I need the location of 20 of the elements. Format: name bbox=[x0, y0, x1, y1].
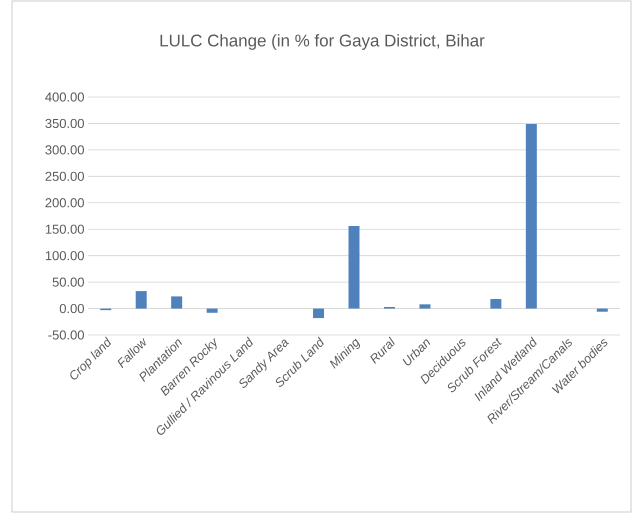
bar bbox=[171, 296, 182, 309]
bar bbox=[596, 308, 608, 312]
bar bbox=[136, 291, 147, 309]
bar bbox=[313, 308, 324, 318]
y-tick-label: 150.00 bbox=[46, 224, 84, 234]
bar bbox=[526, 124, 537, 309]
chart-title: LULC Change (in % for Gaya District, Bihar bbox=[160, 34, 485, 50]
y-tick-label: 400.00 bbox=[45, 92, 84, 102]
y-tick-label: 0.00 bbox=[60, 304, 84, 314]
y-tick-label: 250.00 bbox=[46, 172, 84, 181]
bar bbox=[419, 304, 430, 309]
bar bbox=[206, 308, 218, 313]
y-tick-label: 200.00 bbox=[46, 198, 84, 208]
bar bbox=[348, 226, 360, 309]
bar bbox=[490, 299, 502, 309]
y-tick-label: 100.00 bbox=[46, 251, 84, 260]
y-tick-label: -50.00 bbox=[48, 330, 84, 340]
y-tick-label: 300.00 bbox=[45, 145, 84, 154]
y-tick-label: 350.00 bbox=[45, 118, 84, 128]
y-tick-label: 50.00 bbox=[52, 278, 84, 287]
